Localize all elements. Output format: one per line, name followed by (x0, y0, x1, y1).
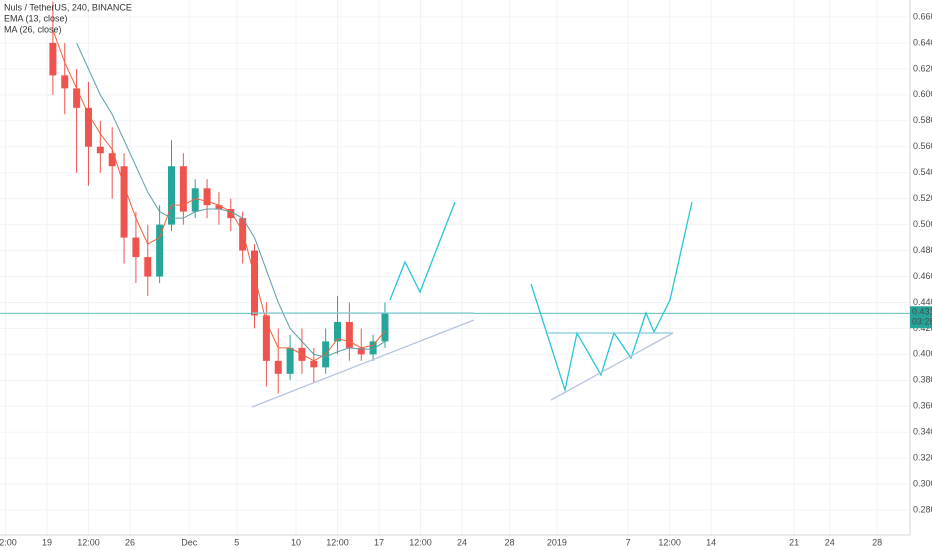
y-tick-label: 0.6400 (913, 37, 932, 47)
candle-body (61, 75, 69, 89)
last-price-label: 0.4317 (912, 307, 932, 317)
x-tick-label: 7 (626, 537, 631, 547)
candle-body (345, 321, 353, 348)
x-tick-label: 12:00 (326, 537, 349, 547)
last-price-box (910, 306, 932, 329)
projection-path (389, 201, 456, 301)
candle-body (381, 313, 389, 342)
y-tick-label: 0.5000 (913, 219, 932, 229)
candle-body (203, 188, 211, 206)
x-tick-label: 21 (789, 537, 799, 547)
x-tick-label: 12:00 (77, 537, 100, 547)
y-tick-label: 0.6000 (913, 89, 932, 99)
candle-body (108, 153, 116, 167)
support-line (251, 319, 475, 408)
x-tick-label: 24 (457, 537, 467, 547)
x-tick-label: 5 (234, 537, 239, 547)
y-tick-label: 0.5600 (913, 141, 932, 151)
candle-body (286, 347, 294, 374)
candle-body (179, 166, 187, 212)
x-tick-label: 19 (42, 537, 52, 547)
y-tick-label: 0.3200 (913, 453, 932, 463)
candle-body (251, 250, 259, 316)
indicator-line (52, 29, 386, 362)
x-tick-label: 12:00 (409, 537, 432, 547)
x-tick-label: 24 (825, 537, 835, 547)
pattern-support (550, 332, 674, 401)
x-tick-label: 28 (872, 537, 882, 547)
candle-body (191, 188, 199, 212)
candle-body (144, 257, 152, 277)
candle-body (156, 224, 164, 277)
drawings (251, 201, 693, 408)
candle-body (239, 218, 247, 251)
candle-body (96, 146, 104, 154)
legend: Nuls / TetherUS, 240, BINANCE EMA (13, c… (4, 2, 132, 34)
y-tick-label: 0.2800 (913, 504, 932, 514)
candle-body (357, 347, 365, 355)
candle-body (73, 88, 81, 108)
y-tick-label: 0.5200 (913, 193, 932, 203)
candle-body (120, 166, 128, 238)
legend-entry: MA (26, close) (4, 24, 62, 34)
candle-body (369, 341, 377, 355)
y-tick-label: 0.4000 (913, 349, 932, 359)
y-tick-label: 0.4400 (913, 297, 932, 307)
x-tick-label: 17 (374, 537, 384, 547)
x-tick-label: 2019 (547, 537, 567, 547)
y-tick-label: 0.6600 (913, 11, 932, 21)
x-tick-label: 12:00 (658, 537, 681, 547)
x-tick-label: 12:00 (0, 537, 17, 547)
indicator-line (76, 42, 386, 358)
x-tick-label: 14 (706, 537, 716, 547)
x-tick-label: 28 (504, 537, 514, 547)
candle-body (310, 360, 318, 368)
plot-area (0, 1, 910, 394)
y-tick-label: 0.5800 (913, 115, 932, 125)
candle-body (215, 205, 223, 210)
y-tick-label: 0.4800 (913, 245, 932, 255)
x-tick-label: 26 (125, 537, 135, 547)
candle-body (274, 360, 282, 374)
y-tick-label: 0.3800 (913, 375, 932, 385)
candle-body (334, 321, 342, 342)
legend-entry: EMA (13, close) (4, 13, 68, 23)
pattern-path (530, 201, 693, 393)
candle-body (84, 107, 92, 147)
candle-body (132, 237, 140, 258)
candle-body (167, 166, 175, 225)
y-tick-label: 0.4600 (913, 271, 932, 281)
axes: 0.2800 0.3000 0.3200 0.3400 0.3600 0.3800 0.40… (0, 11, 932, 547)
candle-body (262, 315, 270, 361)
x-tick-label: 10 (291, 537, 301, 547)
y-tick-label: 0.6200 (913, 63, 932, 73)
chart-title: Nuls / TetherUS, 240, BINANCE (4, 2, 132, 12)
y-tick-label: 0.5400 (913, 167, 932, 177)
y-tick-label: 0.3400 (913, 427, 932, 437)
y-tick-label: 0.3600 (913, 401, 932, 411)
countdown-label: 03:28:56 (912, 317, 932, 327)
x-tick-label: Dec (181, 537, 198, 547)
candle-body (49, 42, 57, 76)
candle-body (227, 209, 235, 219)
grid (0, 0, 910, 535)
y-tick-label: 0.3000 (913, 479, 932, 489)
